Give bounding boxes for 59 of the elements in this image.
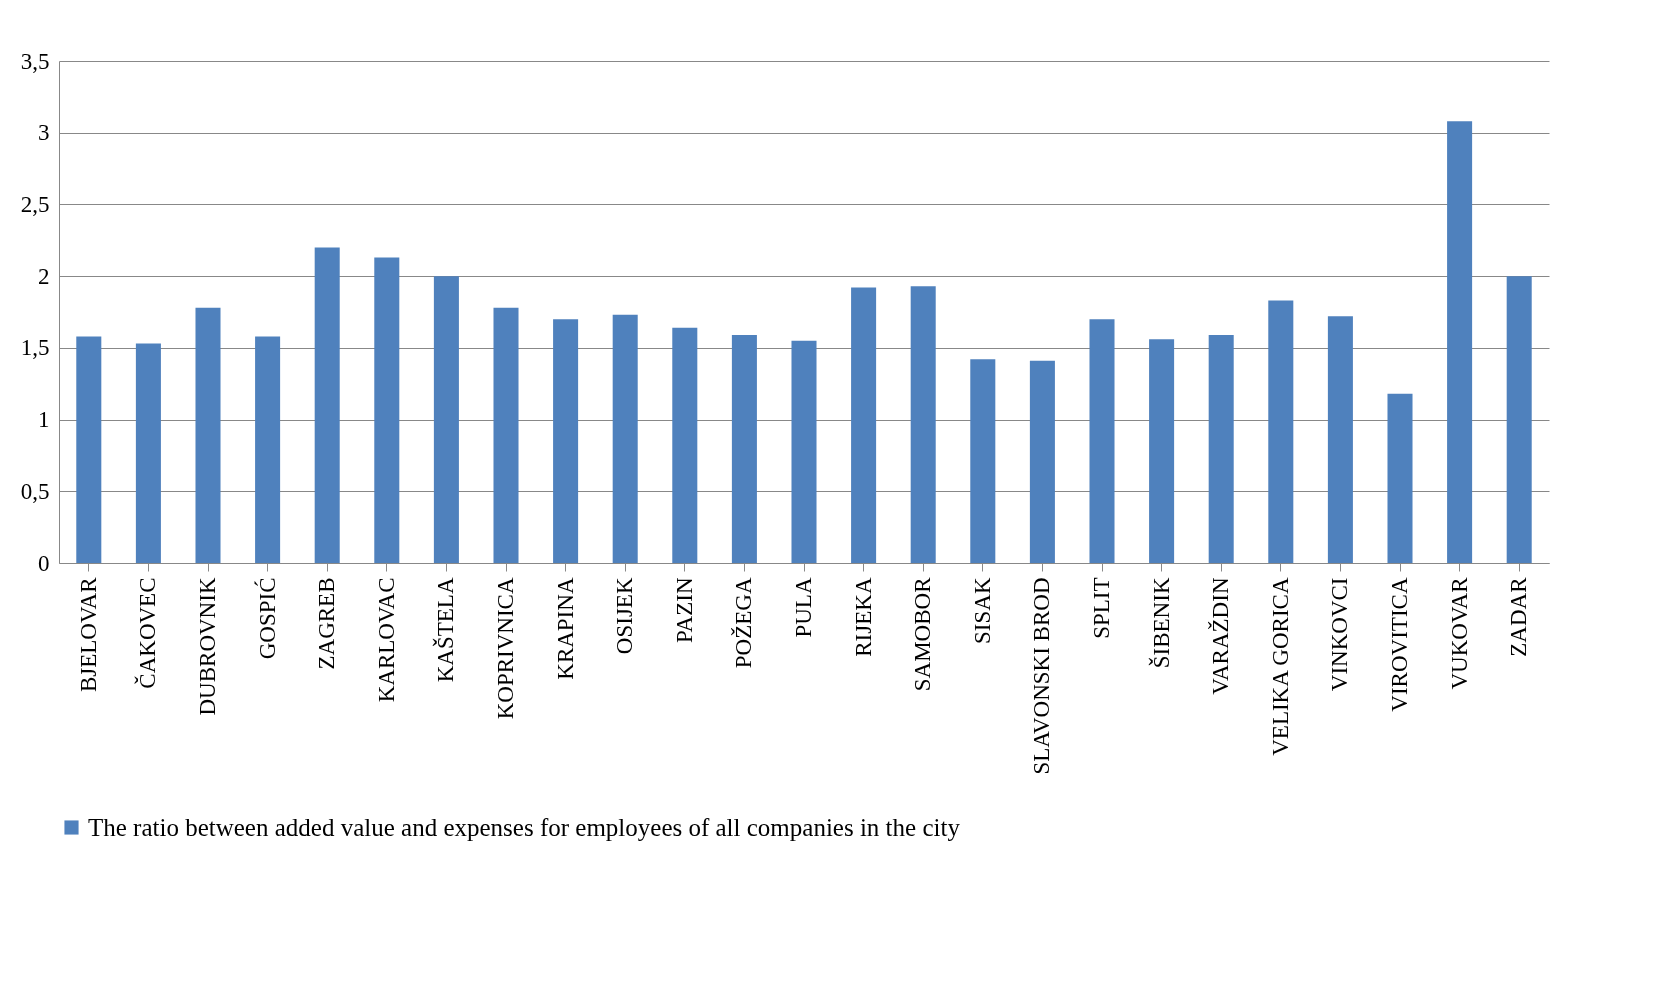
x-tick-label: VELIKA GORICA: [1267, 577, 1293, 756]
x-tick-label: ČAKOVEC: [134, 577, 161, 689]
bar: [1029, 360, 1055, 563]
legend-label: The ratio between added value and expenses for employees of all companies in the city: [88, 813, 961, 841]
x-tick-label: ŠIBENIK: [1147, 577, 1174, 669]
bar: [612, 314, 638, 563]
x-tick-label: KAŠTELA: [432, 577, 459, 683]
y-tick-label: 2,5: [20, 191, 50, 217]
bar: [1208, 334, 1234, 563]
y-tick-label: 1,5: [20, 335, 50, 361]
bar: [314, 247, 340, 563]
bar: [1447, 121, 1473, 563]
y-tick-label: 2: [38, 263, 50, 289]
x-tick-label: SPLIT: [1089, 577, 1114, 639]
bar: [851, 287, 877, 563]
y-tick-label: 1: [38, 407, 50, 433]
y-tick-label: 0: [38, 550, 50, 576]
bar: [731, 334, 757, 563]
bar: [255, 336, 281, 563]
x-tick-label: GOSPIĆ: [253, 577, 280, 660]
x-tick-label: ZAGREB: [314, 577, 340, 670]
x-tick-label: BJELOVAR: [75, 576, 101, 693]
x-tick-label: VARAŽDIN: [1208, 577, 1234, 695]
bar: [970, 359, 996, 563]
x-tick-label: PULA: [791, 577, 816, 638]
bar: [1387, 393, 1413, 563]
bar: [374, 257, 400, 563]
bar: [1268, 300, 1294, 563]
x-tick-label: KARLOVAC: [373, 577, 399, 703]
x-tick-label: ZADAR: [1506, 576, 1532, 657]
x-tick-label: SAMOBOR: [910, 576, 936, 692]
bar: [195, 307, 221, 563]
bar: [433, 276, 459, 563]
bar: [910, 286, 936, 563]
bar: [135, 343, 161, 563]
x-tick-label: DUBROVNIK: [195, 577, 220, 716]
x-tick-label: PAZIN: [671, 577, 697, 644]
x-tick-label: KOPRIVNICA: [493, 577, 518, 720]
y-tick-label: 3,5: [20, 48, 50, 74]
y-tick-label: 3: [38, 120, 50, 146]
x-tick-label: POŽEGA: [731, 577, 757, 669]
bar: [1327, 316, 1353, 563]
bar: [493, 307, 519, 563]
x-tick-label: KRAPINA: [552, 577, 578, 680]
x-tick-label: OSIJEK: [612, 577, 638, 655]
bar: [791, 340, 817, 563]
x-tick-label: SISAK: [969, 577, 995, 644]
bar: [553, 319, 579, 563]
y-tick-label: 0,5: [20, 478, 50, 504]
x-tick-label: VINKOVCI: [1327, 577, 1353, 692]
bar: [672, 327, 698, 563]
bar: [76, 336, 102, 563]
bar: [1149, 339, 1175, 563]
x-tick-label: SLAVONSKI BROD: [1029, 577, 1055, 775]
x-tick-label: VIROVITICA: [1387, 577, 1412, 712]
x-tick-label: VUKOVAR: [1446, 576, 1472, 690]
x-tick-label: RIJEKA: [850, 577, 876, 657]
bar: [1089, 319, 1115, 563]
bar: [1506, 276, 1532, 563]
